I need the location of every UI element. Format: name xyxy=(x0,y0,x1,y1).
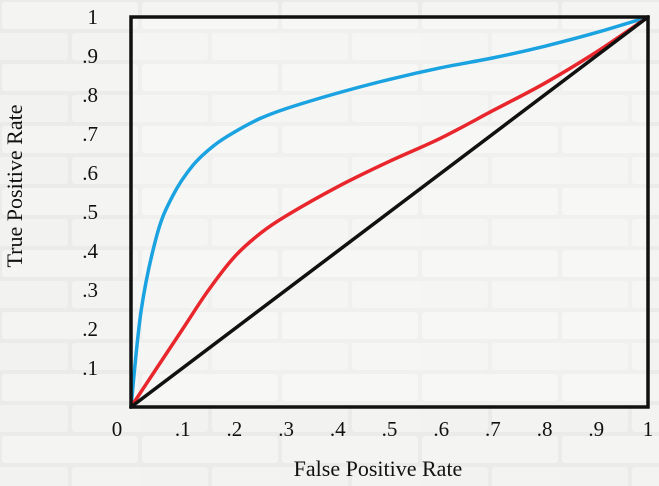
x-tick-label: .2 xyxy=(227,417,243,441)
y-tick-label: .9 xyxy=(82,44,98,68)
x-tick-label: 0 xyxy=(112,417,123,441)
x-tick-labels: 0 .1 .2 .3 .4 .5 .6 .7 .8 .9 1 xyxy=(112,417,654,441)
y-axis-label: True Positive Rate xyxy=(2,105,27,268)
series-line-2 xyxy=(129,15,650,409)
x-tick-label: .4 xyxy=(330,417,346,441)
x-tick-label: .6 xyxy=(433,417,449,441)
y-tick-label: .7 xyxy=(82,122,98,146)
x-tick-label: .1 xyxy=(175,417,191,441)
x-tick-label: .8 xyxy=(537,417,553,441)
series-line-1 xyxy=(129,15,650,409)
y-tick-labels: .1 .2 .3 .4 .5 .6 .7 .8 .9 1 xyxy=(82,5,98,380)
plot-frame xyxy=(129,15,650,409)
series-line-3 xyxy=(129,15,650,409)
x-axis-label: False Positive Rate xyxy=(294,456,463,481)
x-tick-label: .7 xyxy=(485,417,501,441)
x-tick-label: 1 xyxy=(643,417,654,441)
y-tick-label: .4 xyxy=(82,239,98,263)
y-tick-label: .8 xyxy=(82,83,98,107)
x-tick-label: .9 xyxy=(588,417,604,441)
y-tick-label: 1 xyxy=(88,5,99,29)
x-tick-label: .3 xyxy=(278,417,294,441)
x-tick-label: .5 xyxy=(382,417,398,441)
y-tick-label: .3 xyxy=(82,278,98,302)
y-tick-label: .1 xyxy=(82,356,98,380)
y-tick-label: .2 xyxy=(82,317,98,341)
series-layer xyxy=(129,15,650,409)
y-tick-label: .5 xyxy=(82,200,98,224)
y-tick-label: .6 xyxy=(82,161,98,185)
